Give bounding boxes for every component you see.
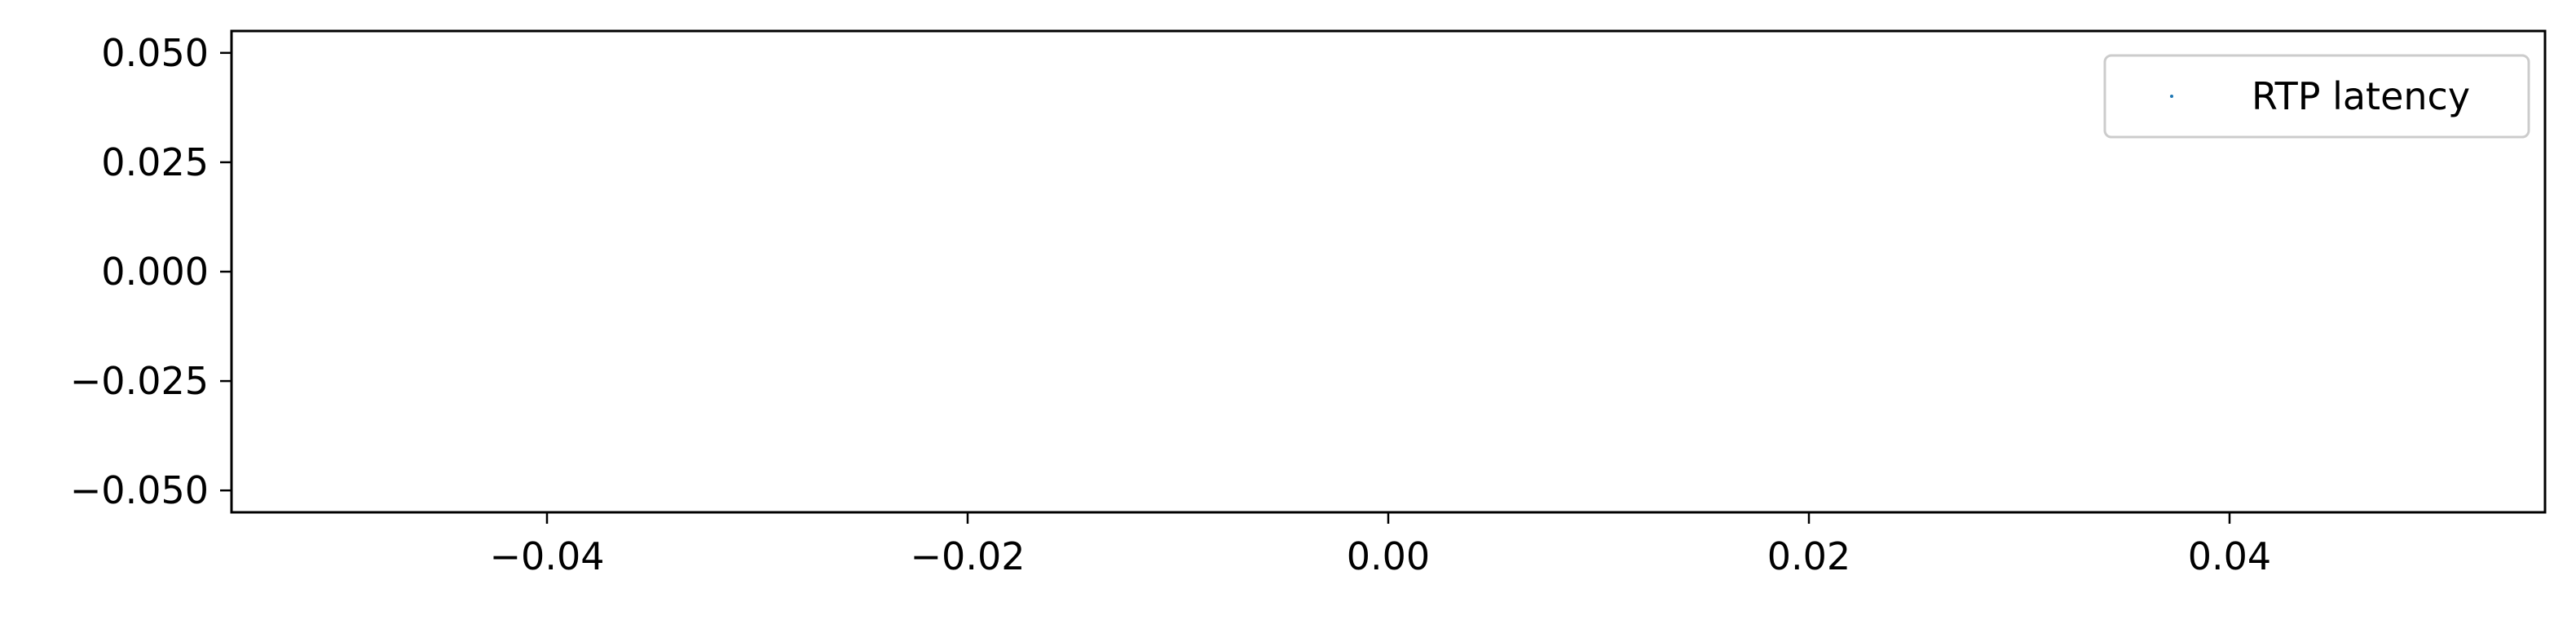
y-tick-label: −0.050 bbox=[70, 468, 209, 512]
y-tick-label: 0.000 bbox=[101, 250, 209, 294]
y-axis: 0.050 0.025 0.000 −0.025 −0.050 bbox=[70, 31, 232, 512]
x-axis: −0.04 −0.02 0.00 0.02 0.04 bbox=[490, 512, 2271, 578]
y-tick-label: 0.050 bbox=[101, 31, 209, 75]
legend-label: RTP latency bbox=[2252, 74, 2470, 118]
y-tick-label: −0.025 bbox=[70, 359, 209, 403]
legend-box bbox=[2103, 54, 2530, 139]
y-tick-label: 0.025 bbox=[101, 140, 209, 184]
x-tick-label: −0.02 bbox=[911, 534, 1026, 578]
axes-frame bbox=[230, 29, 2547, 514]
x-tick-label: 0.00 bbox=[1347, 534, 1430, 578]
x-tick-label: −0.04 bbox=[490, 534, 605, 578]
legend-marker bbox=[2170, 95, 2173, 98]
legend: RTP latency bbox=[2103, 54, 2530, 139]
x-tick-label: 0.04 bbox=[2188, 534, 2271, 578]
x-tick-label: 0.02 bbox=[1767, 534, 1850, 578]
